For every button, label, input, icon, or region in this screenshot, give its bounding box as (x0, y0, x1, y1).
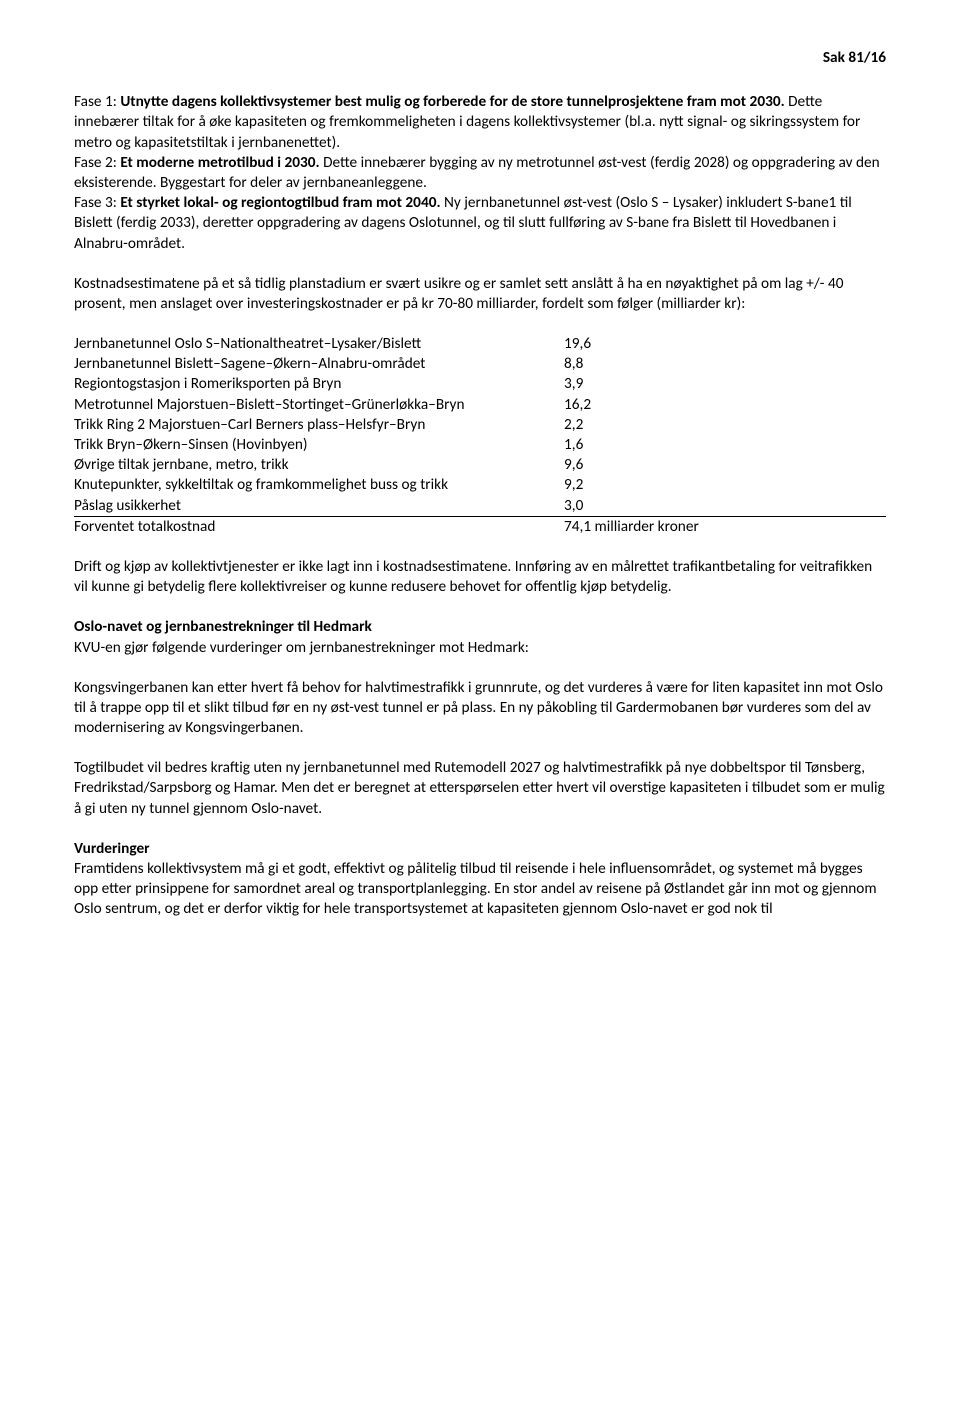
vurderinger-title: Vurderinger (74, 839, 886, 859)
cost-row: Øvrige tiltak jernbane, metro, trikk9,6 (74, 455, 886, 475)
cost-value: 2,2 (564, 415, 886, 435)
cost-row: Metrotunnel Majorstuen–Bislett–Stortinge… (74, 395, 886, 415)
cost-intro: Kostnadsestimatene på et så tidlig plans… (74, 274, 886, 314)
cost-row: Trikk Bryn–Økern–Sinsen (Hovinbyen)1,6 (74, 435, 886, 455)
phase1-lead: Fase 1: (74, 92, 120, 111)
cost-total-value: 74,1 milliarder kroner (564, 517, 886, 537)
cost-table: Jernbanetunnel Oslo S–Nationaltheatret–L… (74, 334, 886, 537)
vurderinger-text: Framtidens kollektivsystem må gi et godt… (74, 859, 886, 920)
cost-value: 19,6 (564, 334, 886, 354)
case-number: Sak 81/16 (74, 48, 886, 68)
cost-label: Trikk Ring 2 Majorstuen–Carl Berners pla… (74, 415, 564, 435)
cost-value: 1,6 (564, 435, 886, 455)
cost-row: Påslag usikkerhet3,0 (74, 496, 886, 516)
oslo-navet-title: Oslo-navet og jernbanestrekninger til He… (74, 617, 886, 637)
oslo-navet-section: Oslo-navet og jernbanestrekninger til He… (74, 617, 886, 657)
kongsvingerbanen-paragraph: Kongsvingerbanen kan etter hvert få beho… (74, 678, 886, 739)
cost-total-row: Forventet totalkostnad 74,1 milliarder k… (74, 516, 886, 537)
cost-label: Regiontogstasjon i Romeriksporten på Bry… (74, 374, 564, 394)
cost-label: Trikk Bryn–Økern–Sinsen (Hovinbyen) (74, 435, 564, 455)
phase2-lead: Fase 2: (74, 153, 120, 172)
cost-label: Knutepunkter, sykkeltiltak og framkommel… (74, 475, 564, 495)
phase2-bold: Et moderne metrotilbud i 2030. (120, 153, 319, 172)
cost-row: Jernbanetunnel Oslo S–Nationaltheatret–L… (74, 334, 886, 354)
togtilbudet-paragraph: Togtilbudet vil bedres kraftig uten ny j… (74, 758, 886, 819)
vurderinger-section: Vurderinger Framtidens kollektivsystem m… (74, 839, 886, 920)
cost-row: Trikk Ring 2 Majorstuen–Carl Berners pla… (74, 415, 886, 435)
phase1-bold: Utnytte dagens kollektivsystemer best mu… (120, 92, 784, 111)
phase3-lead: Fase 3: (74, 193, 120, 212)
cost-total-label: Forventet totalkostnad (74, 517, 564, 537)
cost-label: Øvrige tiltak jernbane, metro, trikk (74, 455, 564, 475)
cost-value: 9,6 (564, 455, 886, 475)
cost-row: Regiontogstasjon i Romeriksporten på Bry… (74, 374, 886, 394)
phases-paragraph: Fase 1: Utnytte dagens kollektivsystemer… (74, 92, 886, 254)
cost-row: Jernbanetunnel Bislett–Sagene–Økern–Alna… (74, 354, 886, 374)
cost-label: Metrotunnel Majorstuen–Bislett–Stortinge… (74, 395, 564, 415)
cost-value: 8,8 (564, 354, 886, 374)
cost-value: 16,2 (564, 395, 886, 415)
cost-value: 9,2 (564, 475, 886, 495)
cost-label: Jernbanetunnel Oslo S–Nationaltheatret–L… (74, 334, 564, 354)
cost-value: 3,9 (564, 374, 886, 394)
cost-label: Jernbanetunnel Bislett–Sagene–Økern–Alna… (74, 354, 564, 374)
cost-label: Påslag usikkerhet (74, 496, 564, 516)
oslo-navet-text: KVU-en gjør følgende vurderinger om jern… (74, 638, 886, 658)
cost-row: Knutepunkter, sykkeltiltak og framkommel… (74, 475, 886, 495)
operations-paragraph: Drift og kjøp av kollektivtjenester er i… (74, 557, 886, 597)
phase3-bold: Et styrket lokal- og regiontogtilbud fra… (120, 193, 440, 212)
cost-value: 3,0 (564, 496, 886, 516)
